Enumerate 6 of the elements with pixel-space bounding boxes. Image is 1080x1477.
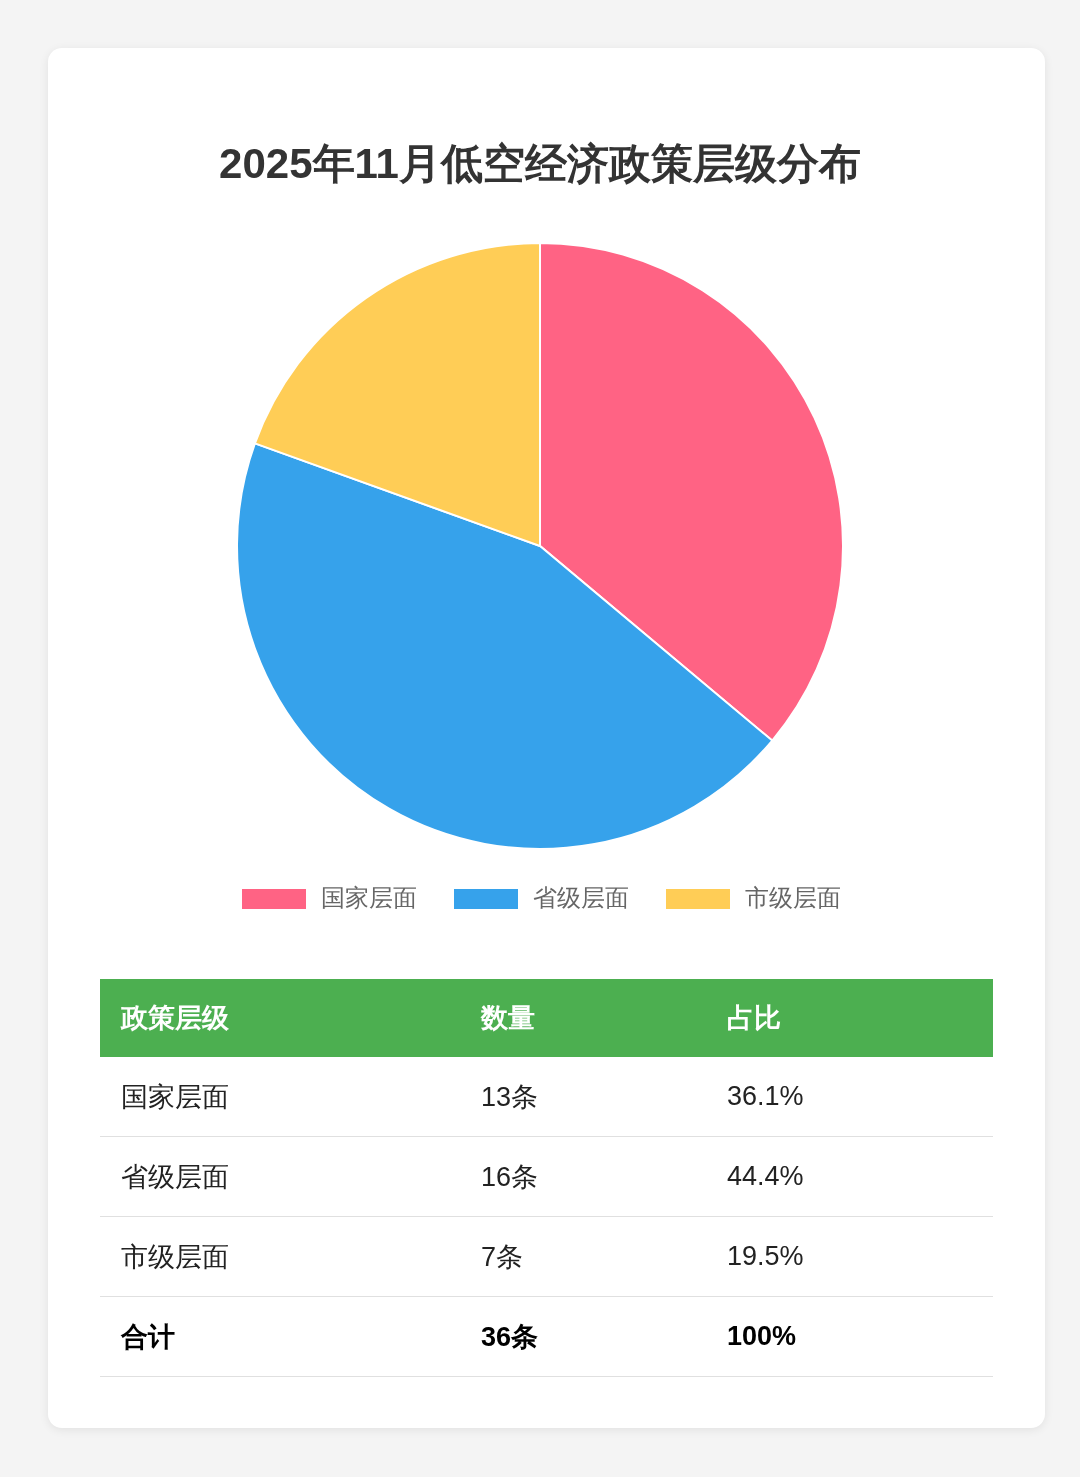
legend-label: 市级层面 bbox=[745, 884, 841, 911]
data-table: 政策层级 数量 占比 国家层面 13条 36.1% 省级层面 16条 44.4% 市级层面 7条 19.5% 合计 36条 100% bbox=[100, 979, 993, 1377]
legend-label: 省级层面 bbox=[533, 884, 629, 911]
chart-title: 2025年11月低空经济政策层级分布 bbox=[219, 140, 861, 187]
table-header: 政策层级 数量 占比 bbox=[100, 979, 993, 1057]
legend-label: 国家层面 bbox=[321, 884, 417, 911]
